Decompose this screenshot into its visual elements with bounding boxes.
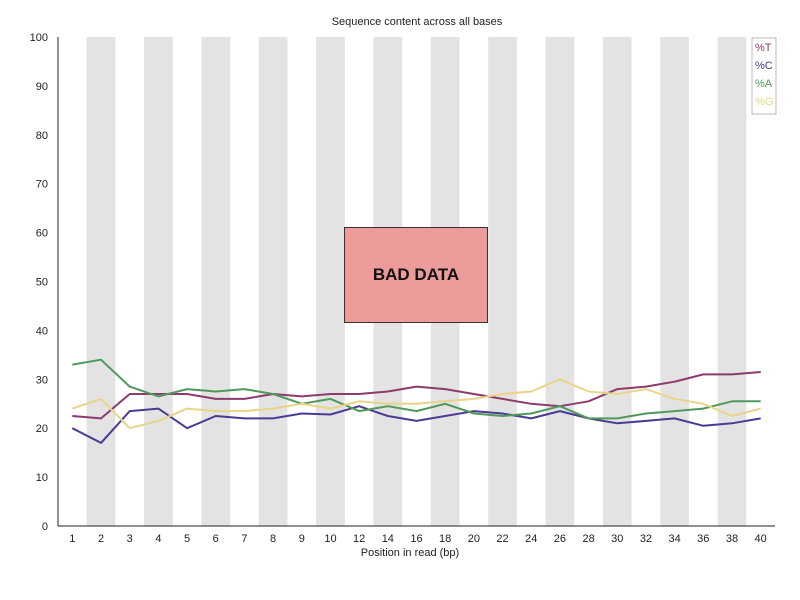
x-tick-label: 24 (525, 533, 537, 545)
series-line-pct-c (71, 405, 761, 444)
series-line-pct-g (71, 378, 761, 430)
x-axis: 1 2 3 4 5 6 7 8 9 10 12 14 16 18 20 22 24 26 28 30 32 34 36 38 4… (58, 525, 775, 545)
x-tick-label: 6 (213, 533, 219, 545)
x-tick-label: 12 (353, 533, 365, 545)
x-tick-label: 1 (69, 533, 75, 545)
x-tick-label: 4 (155, 533, 161, 545)
y-tick-label: 30 (36, 374, 48, 386)
grid-band (545, 37, 575, 526)
y-tick-label: 80 (36, 130, 48, 142)
series-line-pct-t (72, 371, 761, 420)
x-tick-label: 34 (668, 533, 680, 545)
y-tick-label: 10 (36, 472, 48, 484)
legend-entry: %A (755, 78, 773, 90)
x-axis-label: Position in read (bp) (361, 547, 459, 559)
x-tick-label: 16 (410, 533, 422, 545)
x-tick-label: 3 (127, 533, 133, 545)
y-tick-label: 40 (36, 325, 48, 337)
series-lines (71, 358, 761, 444)
grid-band (144, 37, 173, 526)
legend-entry: %G (755, 96, 773, 108)
bad-data-box: BAD DATA (344, 227, 488, 323)
y-tick-label: 100 (30, 32, 48, 44)
y-tick-label: 50 (36, 277, 48, 289)
x-tick-label: 7 (241, 533, 247, 545)
legend: %T %C %A %G (751, 37, 777, 115)
y-tick-label: 0 (42, 521, 48, 533)
x-tick-label: 30 (611, 533, 623, 545)
y-axis: 0 10 20 30 40 50 60 70 80 90 100 (30, 32, 59, 533)
grid-band (488, 37, 517, 526)
x-tick-label: 10 (324, 533, 336, 545)
y-tick-label: 70 (36, 179, 48, 191)
legend-box (751, 37, 777, 115)
x-tick-label: 38 (726, 533, 738, 545)
chart-title: Sequence content across all bases (332, 16, 503, 28)
x-tick-label: 18 (439, 533, 451, 545)
grid-band (717, 37, 747, 526)
y-tick-label: 90 (36, 81, 48, 93)
x-tick-label: 26 (554, 533, 566, 545)
grid-bands (86, 37, 747, 526)
x-tick-label: 2 (98, 533, 104, 545)
legend-entry: %T (755, 42, 772, 54)
x-tick-label: 5 (184, 533, 190, 545)
x-tick-label: 36 (697, 533, 709, 545)
x-tick-label: 20 (468, 533, 480, 545)
x-tick-label: 28 (582, 533, 594, 545)
grid-band (316, 37, 345, 526)
series-line-pct-a (72, 358, 761, 420)
grid-band (258, 37, 288, 526)
grid-band (86, 37, 116, 526)
y-tick-label: 60 (36, 228, 48, 240)
x-tick-label: 8 (270, 533, 276, 545)
x-tick-label: 32 (640, 533, 652, 545)
y-tick-label: 20 (36, 423, 48, 435)
grid-band (602, 37, 632, 526)
x-tick-label: 40 (755, 533, 767, 545)
legend-entry: %C (755, 60, 773, 72)
grid-band (201, 37, 231, 526)
x-tick-label: 9 (299, 533, 305, 545)
x-tick-label: 22 (496, 533, 508, 545)
x-tick-label: 14 (382, 533, 394, 545)
grid-band (660, 37, 689, 526)
